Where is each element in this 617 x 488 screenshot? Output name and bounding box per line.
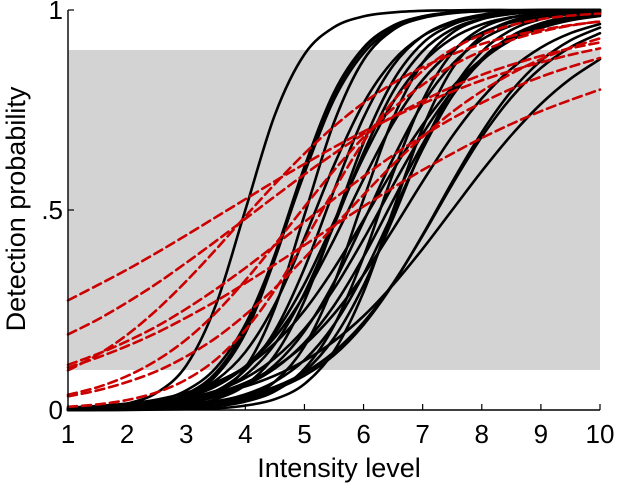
x-tick-label: 2 — [120, 419, 134, 449]
x-tick-label: 3 — [179, 419, 193, 449]
red-dashed-series-line-29 — [66, 20, 602, 372]
y-axis-label: Detection probability — [1, 86, 31, 331]
axes-layer — [67, 9, 601, 411]
x-tick-label: 6 — [356, 419, 370, 449]
y-tick-label: 0 — [49, 395, 63, 425]
x-tick-label: 10 — [586, 419, 615, 449]
shaded-band — [68, 50, 600, 370]
x-tick-label: 7 — [415, 419, 429, 449]
x-tick-label: 9 — [534, 419, 548, 449]
black-series-line-22 — [66, 10, 602, 411]
red-dashed-series-line-28 — [66, 19, 602, 397]
x-tick-label: 8 — [475, 419, 489, 449]
x-tick-label: 1 — [61, 419, 75, 449]
shaded-band-layer — [68, 50, 600, 370]
y-tick-label: 1 — [49, 0, 63, 25]
x-axis-label: Intensity level — [257, 453, 421, 483]
tick-labels-layer: 1 2 3 4 5 6 7 8 9 10 0 .5 1 — [41, 0, 614, 449]
series-layer — [66, 8, 602, 412]
x-tick-label: 4 — [238, 419, 252, 449]
x-tick-label: 5 — [297, 419, 311, 449]
red-dashed-series-line-24 — [66, 47, 602, 302]
red-dashed-series-line-30 — [66, 12, 602, 409]
red-dashed-series-line-25 — [66, 41, 602, 336]
red-dashed-series-line-26 — [66, 56, 602, 367]
y-tick-label: .5 — [41, 195, 63, 225]
red-dashed-series-line-31 — [66, 88, 602, 369]
